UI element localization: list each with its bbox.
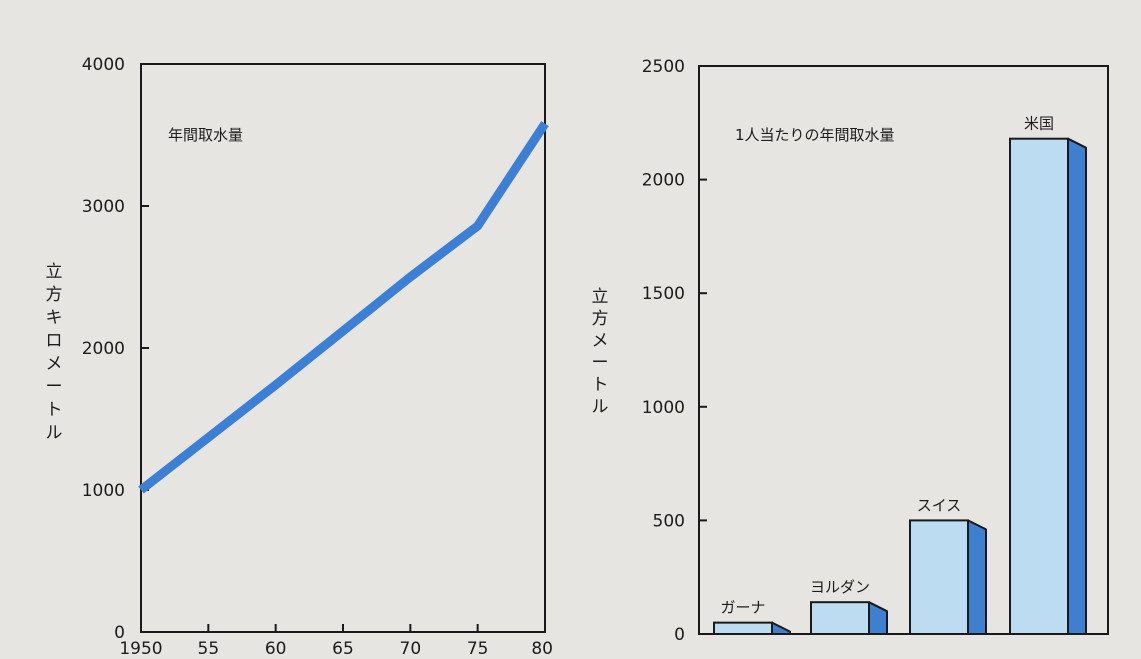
left-series: [138, 121, 549, 494]
right-y-axis-label: 立方メートル: [592, 287, 609, 417]
bar-group: 米国: [1009, 115, 1087, 635]
right-chart-title: 1人当たりの年間取水量: [735, 126, 895, 144]
water-withdrawal-line-chart: 0 1000 2000 3000 4000 1950 55 60 65 70 75 80 年間取水量…: [46, 55, 554, 659]
left-x-tick-label: 80: [531, 639, 553, 659]
right-plot-frame: [698, 65, 1109, 635]
bar-group: ヨルダン: [810, 578, 888, 636]
right-y-tick-label: 0: [674, 625, 685, 645]
bar-side: [967, 519, 987, 635]
right-y-tick-label: 1000: [642, 398, 685, 418]
bar-category-label: 米国: [1024, 115, 1054, 133]
bar-category-label: スイス: [917, 496, 962, 514]
right-y-axis: 0 500 1000 1500 2000 2500: [642, 57, 707, 645]
left-y-tick-label: 4000: [82, 55, 125, 75]
bar-group: スイス: [909, 496, 987, 636]
left-y-axis: 0 1000 2000 3000 4000: [82, 55, 149, 643]
left-x-axis: 1950 55 60 65 70 75 80: [119, 624, 553, 659]
left-y-tick-label: 1000: [82, 481, 125, 501]
bar-side: [1067, 137, 1087, 635]
right-bars: ガーナ ヨルダン スイス 米国: [713, 115, 1087, 636]
bar-category-label: ガーナ: [720, 599, 765, 617]
right-y-tick-label: 1500: [642, 284, 685, 304]
bar: [810, 601, 870, 636]
right-y-tick-label: 500: [653, 511, 685, 531]
right-y-tick-label: 2500: [642, 57, 685, 77]
left-x-tick-label: 75: [467, 639, 489, 659]
left-x-tick-label: 55: [198, 639, 220, 659]
left-x-tick-label: 60: [265, 639, 287, 659]
left-chart-title: 年間取水量: [168, 126, 243, 144]
bar: [909, 519, 969, 636]
left-x-tick-label: 65: [332, 639, 354, 659]
left-y-tick-label: 3000: [82, 197, 125, 217]
left-y-axis-label: 立方キロメートル: [46, 262, 63, 443]
right-y-tick-label: 2000: [642, 171, 685, 191]
bar-category-label: ヨルダン: [810, 578, 870, 596]
bar: [713, 621, 773, 636]
bar-group: ガーナ: [713, 599, 791, 636]
left-x-tick-label: 70: [400, 639, 422, 659]
left-x-tick-label: 1950: [119, 639, 162, 659]
left-y-tick-label: 2000: [82, 339, 125, 359]
left-y-tick-label: 0: [114, 623, 125, 643]
bar: [1009, 137, 1069, 635]
